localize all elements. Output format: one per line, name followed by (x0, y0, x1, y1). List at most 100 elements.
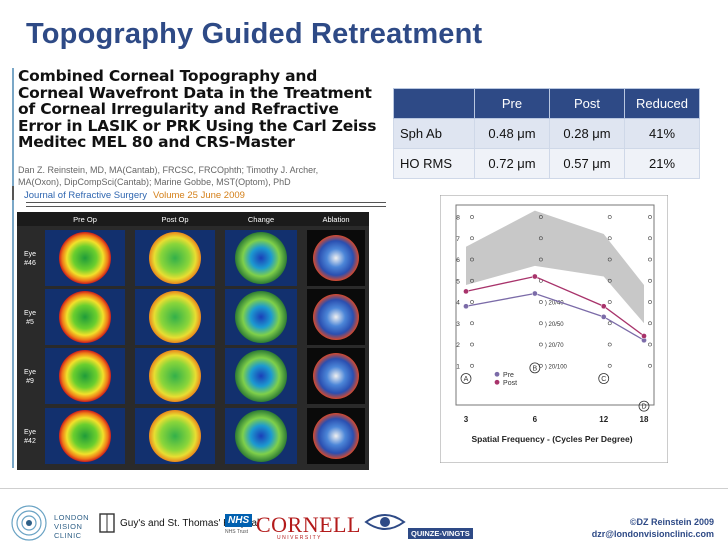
topo-column-label: Ablation (322, 215, 349, 224)
chart-series-line (465, 275, 645, 337)
chart-zone-label: C (601, 376, 606, 383)
topo-map (313, 413, 359, 459)
chart-x-tick-label: 6 (533, 415, 538, 424)
chart-x-tick-label: 18 (640, 415, 649, 424)
aberration-table: Pre Post Reduced Sph Ab 0.48 μm 0.28 μm … (393, 88, 700, 179)
chart-series-line (465, 292, 645, 341)
topo-map (149, 350, 201, 402)
chart-tick-mark (607, 236, 612, 241)
chart-snellen-label: ) 20/100 (545, 364, 568, 370)
chart-tick-mark (538, 300, 543, 304)
chart-tick-mark (470, 363, 474, 368)
chart-norm-band (466, 210, 644, 324)
topo-row-label: #42 (24, 438, 36, 445)
chart-zone-marker (529, 362, 541, 374)
chart-tick-mark (538, 215, 543, 219)
chart-tick-mark (538, 236, 543, 241)
london-vision-clinic-text: LONDON VISION CLINIC (54, 513, 90, 540)
quinze-vingts-logo-text: QUINZE-VINGTS (408, 528, 473, 539)
chart-tick-mark (607, 300, 612, 304)
chart-tick-mark (538, 321, 543, 326)
table-header: Pre (474, 88, 550, 119)
quinze-vingts-eye-icon (364, 514, 406, 530)
copyright-text: ©DZ Reinstein 2009 (629, 517, 714, 527)
chart-x-tick-label: 12 (599, 415, 608, 424)
topo-map (59, 410, 111, 462)
chart-data-point (600, 303, 607, 310)
topo-map (235, 410, 287, 462)
chart-y-tick-label: 3 (456, 321, 460, 328)
chart-legend-label: Pre (503, 372, 514, 379)
cornell-logo-subtext: UNIVERSITY (277, 535, 323, 541)
nhs-trust-label: NHS Trust (225, 529, 249, 535)
paper-rule (26, 206, 386, 207)
chart-data-point (600, 314, 607, 320)
chart-tick-mark (470, 278, 474, 283)
paper-authors: Dan Z. Reinstein, MD, MA(Cantab), FRCSC,… (18, 165, 319, 187)
chart-tick-mark (470, 236, 474, 241)
topo-row-label: Eye (24, 251, 36, 258)
table-row: Sph Ab 0.48 μm 0.28 μm 41% (393, 118, 700, 149)
topo-map (313, 235, 359, 281)
guys-hospital-name: Guy's and St. Thomas' Hospital (120, 518, 260, 529)
chart-data-point (463, 288, 469, 295)
chart-y-tick-label: 4 (456, 300, 460, 307)
table-cell: Sph Ab (393, 118, 475, 149)
topo-row-label: Eye (24, 429, 36, 436)
table-cell: HO RMS (393, 148, 475, 179)
topo-header-band (17, 212, 369, 226)
chart-tick-mark (470, 342, 474, 347)
cornell-logo-text: CORNELL (256, 512, 361, 537)
chart-tick-mark (470, 215, 474, 219)
chart-tick-mark (648, 278, 652, 283)
chart-zone-label: B (533, 365, 538, 372)
table-header: Reduced (624, 88, 700, 119)
paper-rule (26, 202, 386, 203)
nhs-badge: NHS (225, 514, 253, 527)
table-header: Post (549, 88, 625, 119)
table-row: HO RMS 0.72 μm 0.57 μm 21% (393, 148, 700, 179)
chart-zone-label: A (464, 376, 469, 383)
footer: LONDON VISION CLINIC Guy's and St. Thoma… (0, 488, 728, 546)
london-vision-clinic-logo (11, 505, 47, 541)
chart-data-point (532, 273, 538, 280)
chart-zone-marker (460, 373, 472, 384)
journal-volume: Volume 25 June 2009 (153, 190, 245, 201)
table-header (393, 88, 475, 119)
topography-maps: Pre Op Post Op Change Ablation Eye #46 Eye #5 Ey… (17, 212, 369, 470)
chart-y-tick-label: 2 (456, 342, 460, 349)
topo-map (149, 410, 201, 462)
chart-data-point (463, 303, 469, 310)
topo-column-label: Change (248, 215, 274, 224)
chart-zone-marker (638, 400, 650, 412)
chart-y-tick-label: 6 (456, 257, 460, 264)
chart-tick-mark (648, 363, 652, 368)
chart-tick-mark (648, 236, 652, 241)
table-cell: 0.28 μm (549, 118, 625, 149)
table-cell: 41% (624, 118, 700, 149)
topo-map (313, 353, 359, 399)
chart-legend-swatch (494, 379, 500, 385)
chart-y-tick-label: 7 (456, 236, 460, 243)
table-cell: 0.57 μm (549, 148, 625, 179)
topo-column-label: Pre Op (73, 215, 97, 224)
topo-row-label: #5 (26, 319, 34, 326)
chart-tick-mark (470, 300, 474, 304)
paper-journal: Journal of Refractive Surgery Volume 25 J… (24, 190, 245, 201)
chart-snellen-label: ) 20/70 (545, 343, 564, 349)
journal-name: Journal of Refractive Surgery (24, 190, 148, 201)
chart-x-axis-title: Spatial Frequency - (Cycles Per Degree) (471, 434, 632, 444)
chart-tick-mark (538, 257, 543, 262)
chart-tick-mark (538, 342, 543, 347)
chart-plot-border (455, 204, 655, 406)
chart-tick-mark (607, 278, 612, 283)
chart-tick-mark (607, 257, 612, 262)
chart-data-point (641, 333, 647, 339)
chart-data-point (532, 290, 538, 297)
chart-legend-swatch (494, 371, 500, 377)
chart-tick-mark (648, 321, 652, 326)
chart-tick-mark (607, 363, 612, 368)
chart-tick-mark (607, 342, 612, 347)
chart-tick-mark (607, 215, 612, 219)
